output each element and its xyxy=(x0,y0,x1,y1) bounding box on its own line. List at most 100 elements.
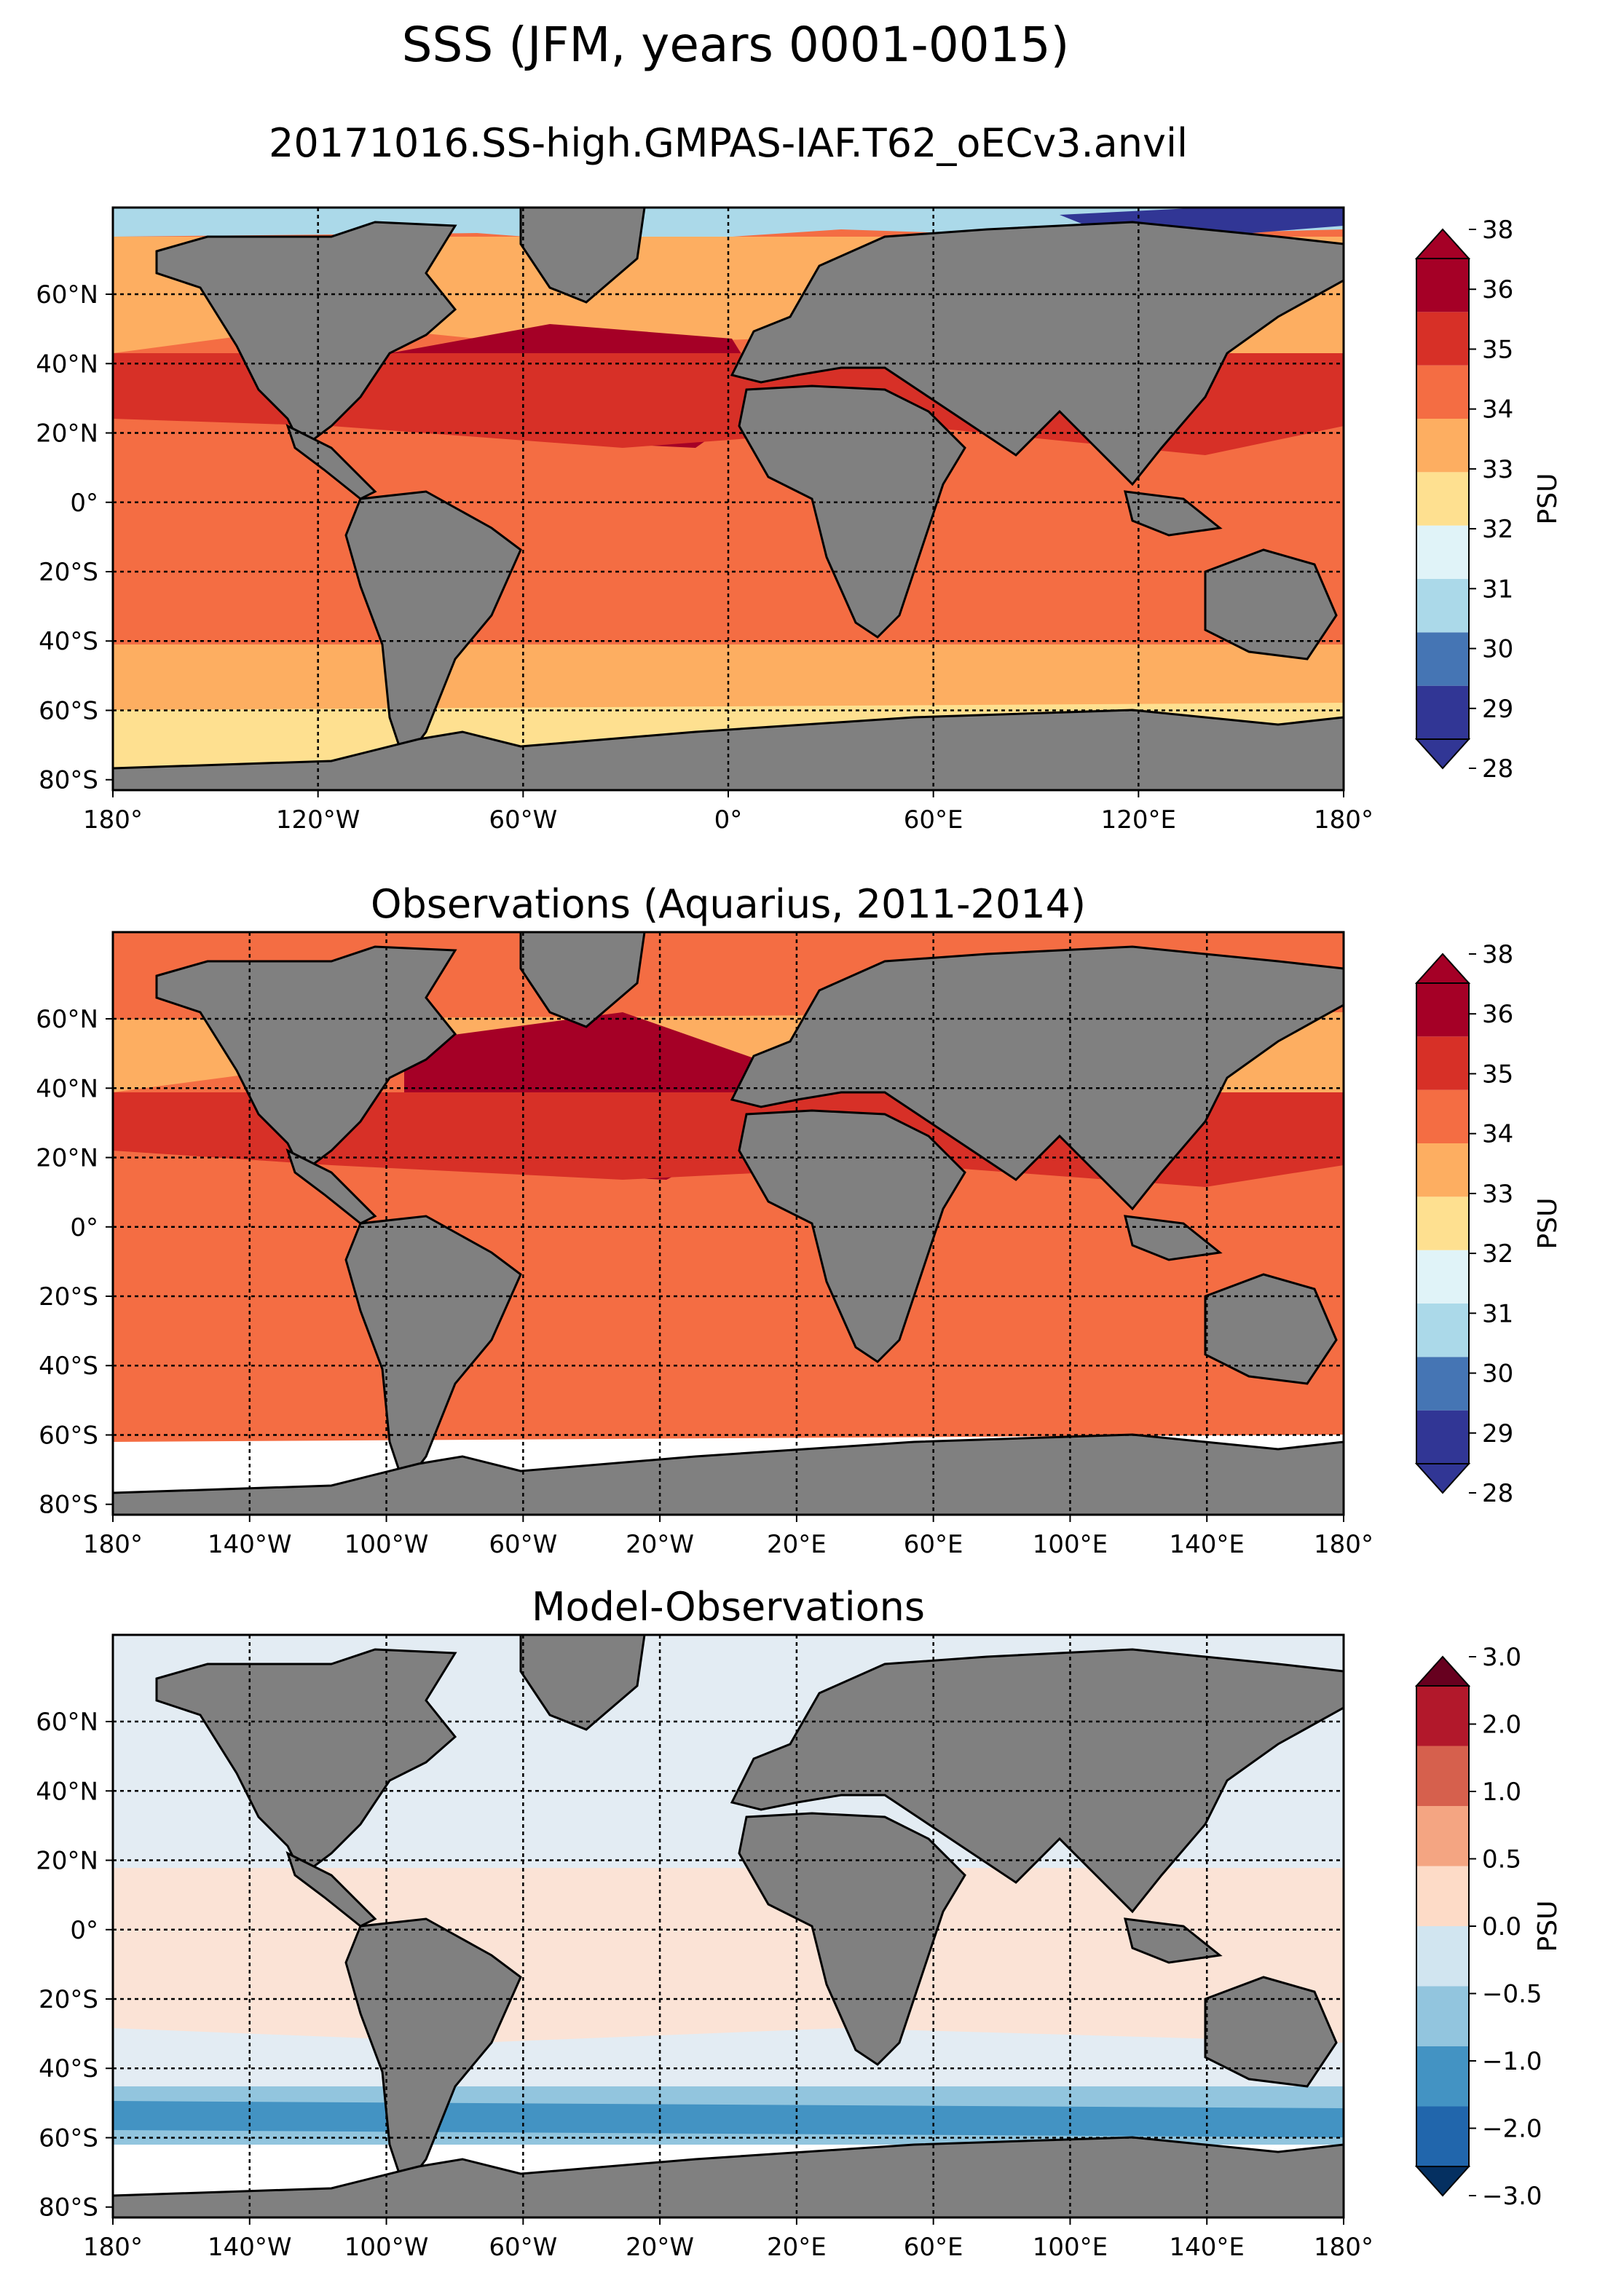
colorbar-tick-label: 31 xyxy=(1482,575,1513,604)
x-tick-label: 140°W xyxy=(208,2233,292,2262)
x-tick-label: 60°E xyxy=(904,805,963,835)
x-tick-label: 100°W xyxy=(344,1530,429,1559)
colorbar-tick-label: 33 xyxy=(1482,455,1513,484)
graticule xyxy=(113,932,1344,1515)
x-tick-label: 180° xyxy=(83,805,143,835)
x-tick-label: 60°E xyxy=(904,1530,963,1559)
colorbar-tick-label: 35 xyxy=(1482,335,1513,364)
colorbar-tick-label: 34 xyxy=(1482,395,1513,425)
colorbar-tick-label: 2.0 xyxy=(1482,1711,1521,1740)
colorbar-tick-label: 30 xyxy=(1482,635,1513,664)
colorbar-segment xyxy=(1416,1304,1469,1357)
y-tick-label: 40°S xyxy=(39,2054,98,2083)
colorbar-tick-label: −1.0 xyxy=(1482,2047,1542,2076)
colorbar-under-extension xyxy=(1414,2166,1471,2197)
colorbar-under-extension xyxy=(1414,1463,1471,1494)
x-tick-label: 0° xyxy=(714,805,743,835)
y-tick-label: 20°S xyxy=(39,1282,98,1312)
colorbar-segment xyxy=(1416,579,1469,633)
panel-title: Model-Observations xyxy=(532,1584,925,1630)
panel-title: Observations (Aquarius, 2011-2014) xyxy=(371,881,1086,927)
x-tick-label: 20°E xyxy=(767,1530,827,1559)
colorbar-tick-label: 31 xyxy=(1482,1299,1513,1328)
x-tick-label: 60°W xyxy=(489,2233,557,2262)
y-tick-label: 0° xyxy=(70,1213,98,1242)
colorbar-over-extension xyxy=(1414,1655,1471,1687)
y-tick-label: 40°N xyxy=(36,1777,98,1806)
colorbar-segment xyxy=(1416,1986,1469,2046)
x-tick-label: 180° xyxy=(1314,1530,1373,1559)
colorbar-over-extension xyxy=(1414,228,1471,259)
colorbar-segment xyxy=(1416,1866,1469,1926)
map-panel-bias: Model-Observations 180° 140°W 100°W 60°W 20°W… xyxy=(36,1584,1563,2262)
colorbar-label: PSU xyxy=(1533,1198,1563,1250)
x-tick-label: 60°W xyxy=(489,805,557,835)
colorbar-segment xyxy=(1416,2046,1469,2107)
x-tick-label: 120°E xyxy=(1101,805,1176,835)
x-tick-label: 120°W xyxy=(276,805,360,835)
map-panel-obs: Observations (Aquarius, 2011-2014) 180° 14… xyxy=(36,881,1563,1559)
colorbar-segment xyxy=(1416,1089,1469,1143)
map-panel-model: 180° 120°W 60°W 0° 60°E 120°E 180° 60°N 40°N 20°N… xyxy=(36,206,1563,835)
y-tick-label: 60°N xyxy=(36,280,98,309)
x-tick-label: 20°W xyxy=(626,2233,694,2262)
x-tick-label: 140°E xyxy=(1170,1530,1245,1559)
x-tick-label: 180° xyxy=(83,1530,143,1559)
x-tick-label: 140°W xyxy=(208,1530,292,1559)
colorbar-segment xyxy=(1416,632,1469,686)
x-tick-label: 180° xyxy=(1314,2233,1373,2262)
colorbar: 3.0 2.0 1.0 0.5 0.0 −0.5 −1.0 −2.0 −3.0 PSU xyxy=(1414,1643,1563,2211)
colorbar-segment xyxy=(1416,1143,1469,1197)
map-plot-area xyxy=(111,931,1345,1516)
colorbar-tick-label: −2.0 xyxy=(1482,2115,1542,2144)
y-tick-label: 60°S xyxy=(39,2124,98,2153)
x-tick-label: 140°E xyxy=(1170,2233,1245,2262)
colorbar-tick-label: 38 xyxy=(1482,940,1513,969)
colorbar-segment xyxy=(1416,1196,1469,1250)
y-tick-label: 40°S xyxy=(39,627,98,656)
figure-title: SSS (JFM, years 0001-0015) xyxy=(402,17,1070,73)
y-tick-label: 20°S xyxy=(39,1985,98,2014)
colorbar-segment xyxy=(1416,525,1469,579)
colorbar-over-extension xyxy=(1414,953,1471,984)
colorbar-frame xyxy=(1416,258,1470,740)
colorbar-tick-label: 29 xyxy=(1482,695,1513,724)
colorbar-tick-label: −3.0 xyxy=(1482,2182,1542,2211)
colorbar-segment xyxy=(1416,1686,1469,1746)
colorbar-frame xyxy=(1416,982,1470,1464)
colorbar-segment xyxy=(1416,685,1469,739)
colorbar-tick-label: 35 xyxy=(1482,1060,1513,1089)
y-tick-label: 60°S xyxy=(39,696,98,725)
x-tick-label: 20°W xyxy=(626,1530,694,1559)
y-tick-label: 20°S xyxy=(39,558,98,587)
y-tick-label: 60°S xyxy=(39,1421,98,1450)
colorbar-tick-label: 28 xyxy=(1482,754,1513,784)
colorbar-tick-label: −0.5 xyxy=(1482,1980,1542,2009)
colorbar: 28 29 30 31 32 33 34 35 36 38 PSU xyxy=(1414,940,1563,1508)
colorbar-segment xyxy=(1416,2106,1469,2166)
colorbar-segment xyxy=(1416,312,1469,366)
colorbar-tick-label: 0.5 xyxy=(1482,1845,1521,1874)
y-tick-label: 80°S xyxy=(39,2193,98,2223)
colorbar-segment xyxy=(1416,1250,1469,1304)
colorbar-segment xyxy=(1416,983,1469,1037)
colorbar-tick-label: 29 xyxy=(1482,1419,1513,1448)
y-tick-label: 40°N xyxy=(36,350,98,379)
x-tick-label: 100°E xyxy=(1033,1530,1108,1559)
colorbar-segment xyxy=(1416,1036,1469,1090)
y-tick-label: 40°N xyxy=(36,1074,98,1103)
colorbar-label: PSU xyxy=(1533,1901,1563,1952)
plot-frame xyxy=(111,1633,1345,2219)
y-tick-label: 80°S xyxy=(39,1491,98,1520)
colorbar-segment xyxy=(1416,1357,1469,1411)
colorbar-segment xyxy=(1416,1806,1469,1866)
y-tick-label: 0° xyxy=(70,489,98,518)
colorbar-segment xyxy=(1416,472,1469,526)
y-tick-label: 60°N xyxy=(36,1005,98,1034)
y-tick-label: 80°S xyxy=(39,766,98,795)
colorbar-tick-label: 38 xyxy=(1482,216,1513,245)
colorbar-tick-label: 33 xyxy=(1482,1180,1513,1209)
x-tick-label: 20°E xyxy=(767,2233,827,2262)
colorbar-segment xyxy=(1416,1926,1469,1987)
